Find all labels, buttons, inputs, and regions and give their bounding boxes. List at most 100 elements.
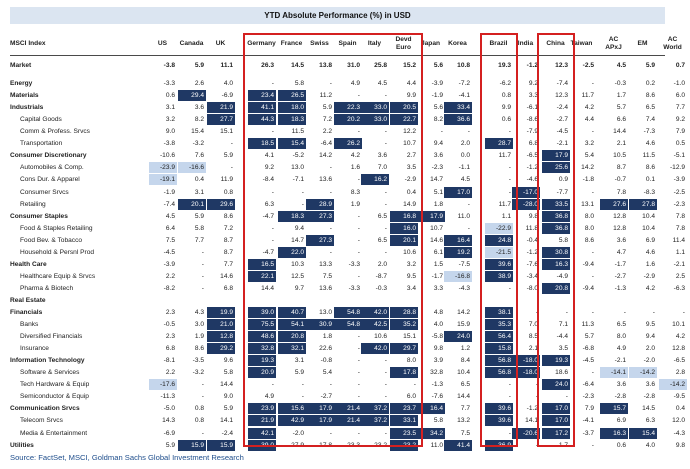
cell-shade bbox=[278, 114, 306, 126]
table-cell: -6.8 bbox=[582, 345, 594, 353]
table-cell: 32.8 bbox=[261, 345, 274, 353]
cell-shade bbox=[444, 234, 472, 246]
table-cell: - bbox=[384, 357, 387, 365]
table-cell: 6.4 bbox=[165, 224, 175, 232]
table-cell: 1.1 bbox=[501, 212, 511, 220]
cell-shade bbox=[512, 355, 540, 367]
table-cell: 7.7 bbox=[675, 104, 685, 112]
cell-shade bbox=[306, 210, 334, 222]
table-cell: -5.8 bbox=[431, 333, 443, 341]
table-cell: 24.0 bbox=[555, 381, 568, 389]
table-cell: - bbox=[301, 200, 304, 208]
table-cell: 16.5 bbox=[261, 260, 274, 268]
cell-shade bbox=[248, 331, 276, 343]
table-cell: -2.9 bbox=[404, 176, 416, 184]
table-cell: 3.6 bbox=[377, 152, 387, 160]
highlight-frame bbox=[537, 33, 575, 447]
table-cell: 27.3 bbox=[319, 236, 332, 244]
table-cell: 6.5 bbox=[377, 212, 387, 220]
cell-shade bbox=[248, 90, 276, 102]
table-cell: 14.1 bbox=[525, 417, 538, 425]
table-cell: - bbox=[591, 80, 594, 88]
table-cell: - bbox=[413, 381, 416, 389]
row-label: Insurance bbox=[20, 345, 49, 353]
table-cell: -4.1 bbox=[458, 92, 470, 100]
table-cell: - bbox=[357, 357, 360, 365]
table-cell: 6.5 bbox=[645, 104, 655, 112]
table-cell: 3.6 bbox=[433, 152, 443, 160]
table-cell: 35.3 bbox=[498, 321, 511, 329]
table-cell: - bbox=[384, 393, 387, 401]
table-cell: 8.3 bbox=[350, 188, 360, 196]
table-cell: -8.4 bbox=[262, 176, 274, 184]
cell-shade bbox=[444, 102, 472, 114]
table-cell: 3.6 bbox=[194, 104, 204, 112]
table-cell: -3.2 bbox=[192, 369, 204, 377]
table-cell: -0.5 bbox=[163, 321, 175, 329]
table-cell: 3.2 bbox=[406, 260, 416, 268]
table-cell: 4.6 bbox=[645, 140, 655, 148]
table-cell: 4.0 bbox=[223, 80, 233, 88]
cell-shade bbox=[248, 355, 276, 367]
table-cell: 0.1 bbox=[645, 176, 655, 184]
table-cell: 18.0 bbox=[291, 104, 304, 112]
table-cell: - bbox=[271, 224, 274, 232]
table-cell: 2.2 bbox=[322, 128, 332, 136]
table-cell: 1.9 bbox=[194, 333, 204, 341]
cell-shade bbox=[542, 258, 570, 270]
table-cell: -10.6 bbox=[159, 152, 175, 160]
table-cell: 12.2 bbox=[403, 128, 416, 136]
table-cell: 3.4 bbox=[406, 284, 416, 292]
table-cell: -2.3 bbox=[582, 393, 594, 401]
table-cell: 2.0 bbox=[460, 140, 470, 148]
table-cell: 11.5 bbox=[642, 152, 655, 160]
table-cell: 38.9 bbox=[498, 272, 511, 280]
column-header-jp: Japan bbox=[420, 40, 441, 47]
table-cell: 9.4 bbox=[294, 224, 304, 232]
table-cell: 21.0 bbox=[220, 321, 233, 329]
table-cell: 19.3 bbox=[261, 357, 274, 365]
row-label: Information Technology bbox=[10, 357, 85, 365]
cell-shade bbox=[334, 403, 362, 415]
table-cell: -3.3 bbox=[348, 284, 360, 292]
table-cell: - bbox=[591, 309, 594, 316]
table-cell: 9.0 bbox=[223, 393, 233, 401]
table-cell: 56.4 bbox=[498, 333, 511, 341]
cell-shade bbox=[178, 162, 206, 174]
table-cell: 7.5 bbox=[322, 272, 332, 280]
row-label: Real Estate bbox=[10, 296, 46, 304]
table-cell: - bbox=[329, 429, 332, 437]
table-cell: - bbox=[508, 164, 511, 172]
table-cell: -5.0 bbox=[163, 405, 175, 413]
table-cell: -17.6 bbox=[159, 381, 175, 389]
table-cell: -2.3 bbox=[431, 164, 443, 172]
table-cell: 7.0 bbox=[528, 321, 538, 329]
row-label: Software & Services bbox=[20, 369, 80, 377]
table-cell: 33.0 bbox=[374, 116, 387, 124]
table-cell: - bbox=[384, 188, 387, 196]
cell-shade bbox=[278, 138, 306, 150]
table-cell: 29.2 bbox=[220, 345, 233, 353]
table-cell: 26.5 bbox=[291, 92, 304, 100]
table-cell: 35.2 bbox=[403, 321, 416, 329]
table-cell: -1.2 bbox=[526, 405, 538, 413]
cell-shade bbox=[512, 367, 540, 379]
cell-shade bbox=[361, 415, 389, 427]
table-cell: 11.5 bbox=[291, 128, 304, 136]
table-cell: 29.4 bbox=[191, 92, 204, 100]
row-label: Consumer Discretionary bbox=[10, 152, 87, 160]
table-cell: 5.8 bbox=[194, 224, 204, 232]
table-cell bbox=[659, 295, 685, 306]
table-cell: -1.3 bbox=[431, 381, 443, 389]
table-cell: 20.1 bbox=[403, 236, 416, 244]
cell-shade bbox=[417, 403, 445, 415]
cell-shade bbox=[444, 186, 472, 198]
cell-shade bbox=[390, 319, 418, 331]
table-cell: 17.0 bbox=[555, 405, 568, 413]
table-cell: 7.7 bbox=[223, 260, 233, 268]
row-label: Pharma & Biotech bbox=[20, 284, 74, 292]
table-cell: 20.2 bbox=[347, 116, 360, 124]
table-cell: 6.8 bbox=[223, 284, 233, 292]
table-cell: 15.8 bbox=[498, 345, 511, 353]
column-header-kr: Korea bbox=[448, 40, 467, 47]
